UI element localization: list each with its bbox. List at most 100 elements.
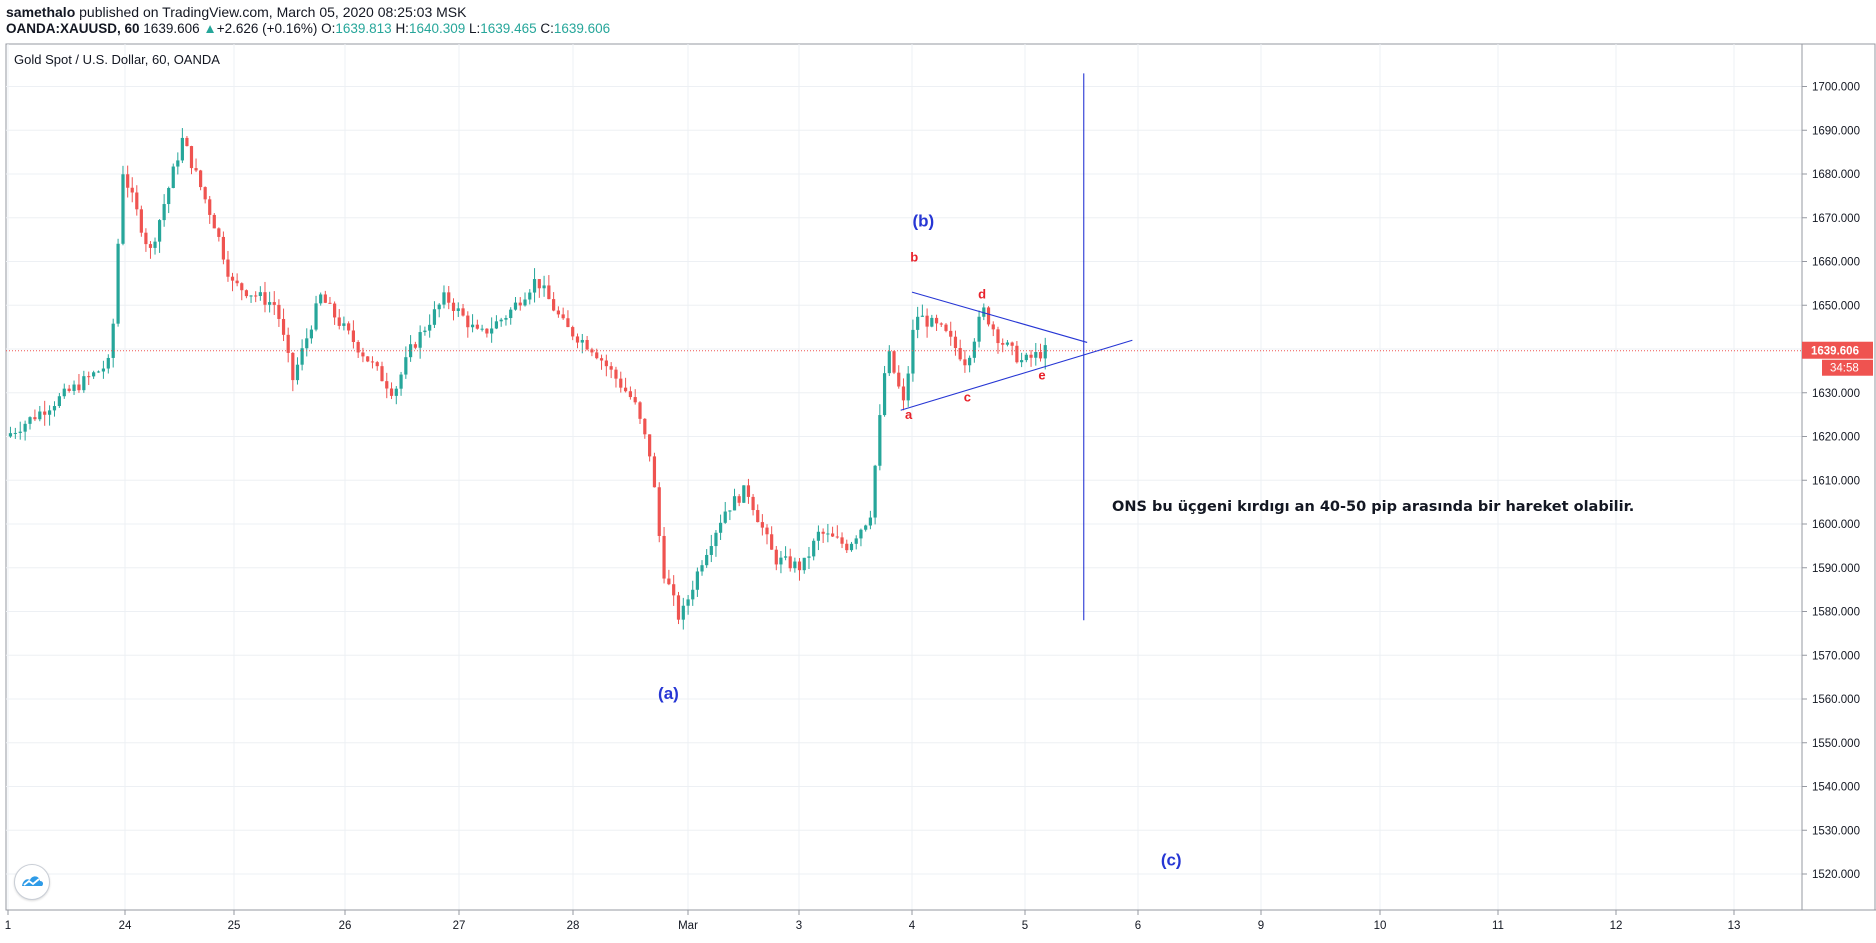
triangle-lower-trendline[interactable] [900,339,1133,411]
candle-body[interactable] [106,357,110,369]
candle-body[interactable] [437,304,441,310]
candle-body[interactable] [470,324,475,328]
candle-body[interactable] [972,341,976,358]
candle-body[interactable] [700,565,704,572]
candle-body[interactable] [333,303,337,318]
candle-body[interactable] [925,315,929,327]
candle-body[interactable] [342,323,346,326]
candle-body[interactable] [667,578,671,585]
candle-body[interactable] [466,315,470,328]
candle-body[interactable] [826,533,830,535]
candle-body[interactable] [18,431,22,433]
candle-body[interactable] [385,381,389,389]
candle-body[interactable] [619,378,623,388]
candle-body[interactable] [695,571,699,590]
candle-body[interactable] [291,352,295,381]
candle-body[interactable] [490,328,494,334]
candle-body[interactable] [286,334,290,353]
candle-body[interactable] [1029,354,1033,358]
candle-body[interactable] [277,304,281,319]
candle-body[interactable] [718,522,723,533]
candle-body[interactable] [878,415,882,466]
candle-body[interactable] [153,241,157,248]
candle-body[interactable] [830,533,835,537]
symbol-label[interactable]: OANDA:XAUUSD, 60 [6,21,140,36]
candle-body[interactable] [774,549,778,565]
candle-body[interactable] [648,434,652,457]
candle-body[interactable] [916,316,920,330]
candle-body[interactable] [705,554,709,566]
candle-body[interactable] [751,496,755,511]
candle-body[interactable] [709,546,713,555]
candle-body[interactable] [657,487,661,536]
candle-body[interactable] [328,302,332,304]
candle-body[interactable] [854,538,858,544]
candle-body[interactable] [305,338,309,349]
author-name[interactable]: samethalo [6,4,76,20]
candle-body[interactable] [802,557,806,571]
candle-body[interactable] [901,386,906,401]
candle-body[interactable] [609,366,613,370]
candle-body[interactable] [87,376,91,378]
chart-axes[interactable]: 1700.000 1690.000 1680.000 1670.000 1660.000… [5,44,1876,932]
candle-body[interactable] [575,336,580,343]
candle-body[interactable] [442,292,446,305]
candle-body[interactable] [532,279,537,293]
candle-body[interactable] [963,359,967,366]
candle-body[interactable] [812,540,816,557]
candle-body[interactable] [845,543,849,551]
candle-body[interactable] [556,310,560,315]
candle-body[interactable] [691,589,695,600]
candle-body[interactable] [171,166,175,189]
candle-body[interactable] [638,402,642,419]
candle-body[interactable] [566,318,570,328]
candle-body[interactable] [580,339,584,343]
candle-body[interactable] [180,137,184,161]
candle-body[interactable] [221,236,225,260]
candle-body[interactable] [319,294,323,304]
candle-body[interactable] [991,324,995,330]
candle-body[interactable] [254,295,258,297]
candle-body[interactable] [217,228,221,237]
candle-body[interactable] [249,295,253,297]
candle-body[interactable] [835,536,839,538]
candle-body[interactable] [756,510,760,523]
candle-body[interactable] [797,561,802,571]
candle-body[interactable] [882,373,887,416]
candle-body[interactable] [67,388,71,391]
candle-body[interactable] [33,417,37,420]
candle-body[interactable] [892,351,896,373]
candle-body[interactable] [1043,345,1047,359]
candle-body[interactable] [82,376,86,391]
candle-body[interactable] [906,373,910,401]
candle-body[interactable] [375,362,379,367]
wave-label[interactable]: (b) [912,212,934,231]
candle-body[interactable] [199,170,203,188]
candlestick-series[interactable] [8,128,1047,630]
candle-body[interactable] [418,332,422,348]
candle-body[interactable] [821,531,825,534]
candle-body[interactable] [494,321,499,329]
candle-body[interactable] [185,137,189,147]
candle-body[interactable] [148,244,153,248]
candle-body[interactable] [816,531,821,541]
candle-body[interactable] [432,309,437,325]
candle-body[interactable] [404,357,408,375]
candle-body[interactable] [939,323,943,325]
candle-body[interactable] [314,303,318,330]
candle-body[interactable] [614,369,618,379]
candle-body[interactable] [295,364,300,381]
candle-body[interactable] [523,299,527,306]
candle-body[interactable] [300,348,304,365]
candle-body[interactable] [859,529,863,539]
candle-body[interactable] [144,232,148,245]
candle-body[interactable] [337,317,341,326]
candle-body[interactable] [409,344,413,358]
candle-body[interactable] [52,406,57,411]
candle-body[interactable] [235,280,239,284]
candle-body[interactable] [996,329,1000,344]
candle-body[interactable] [23,423,27,432]
candle-body[interactable] [518,302,522,306]
candle-body[interactable] [513,302,518,310]
candle-body[interactable] [728,510,732,512]
